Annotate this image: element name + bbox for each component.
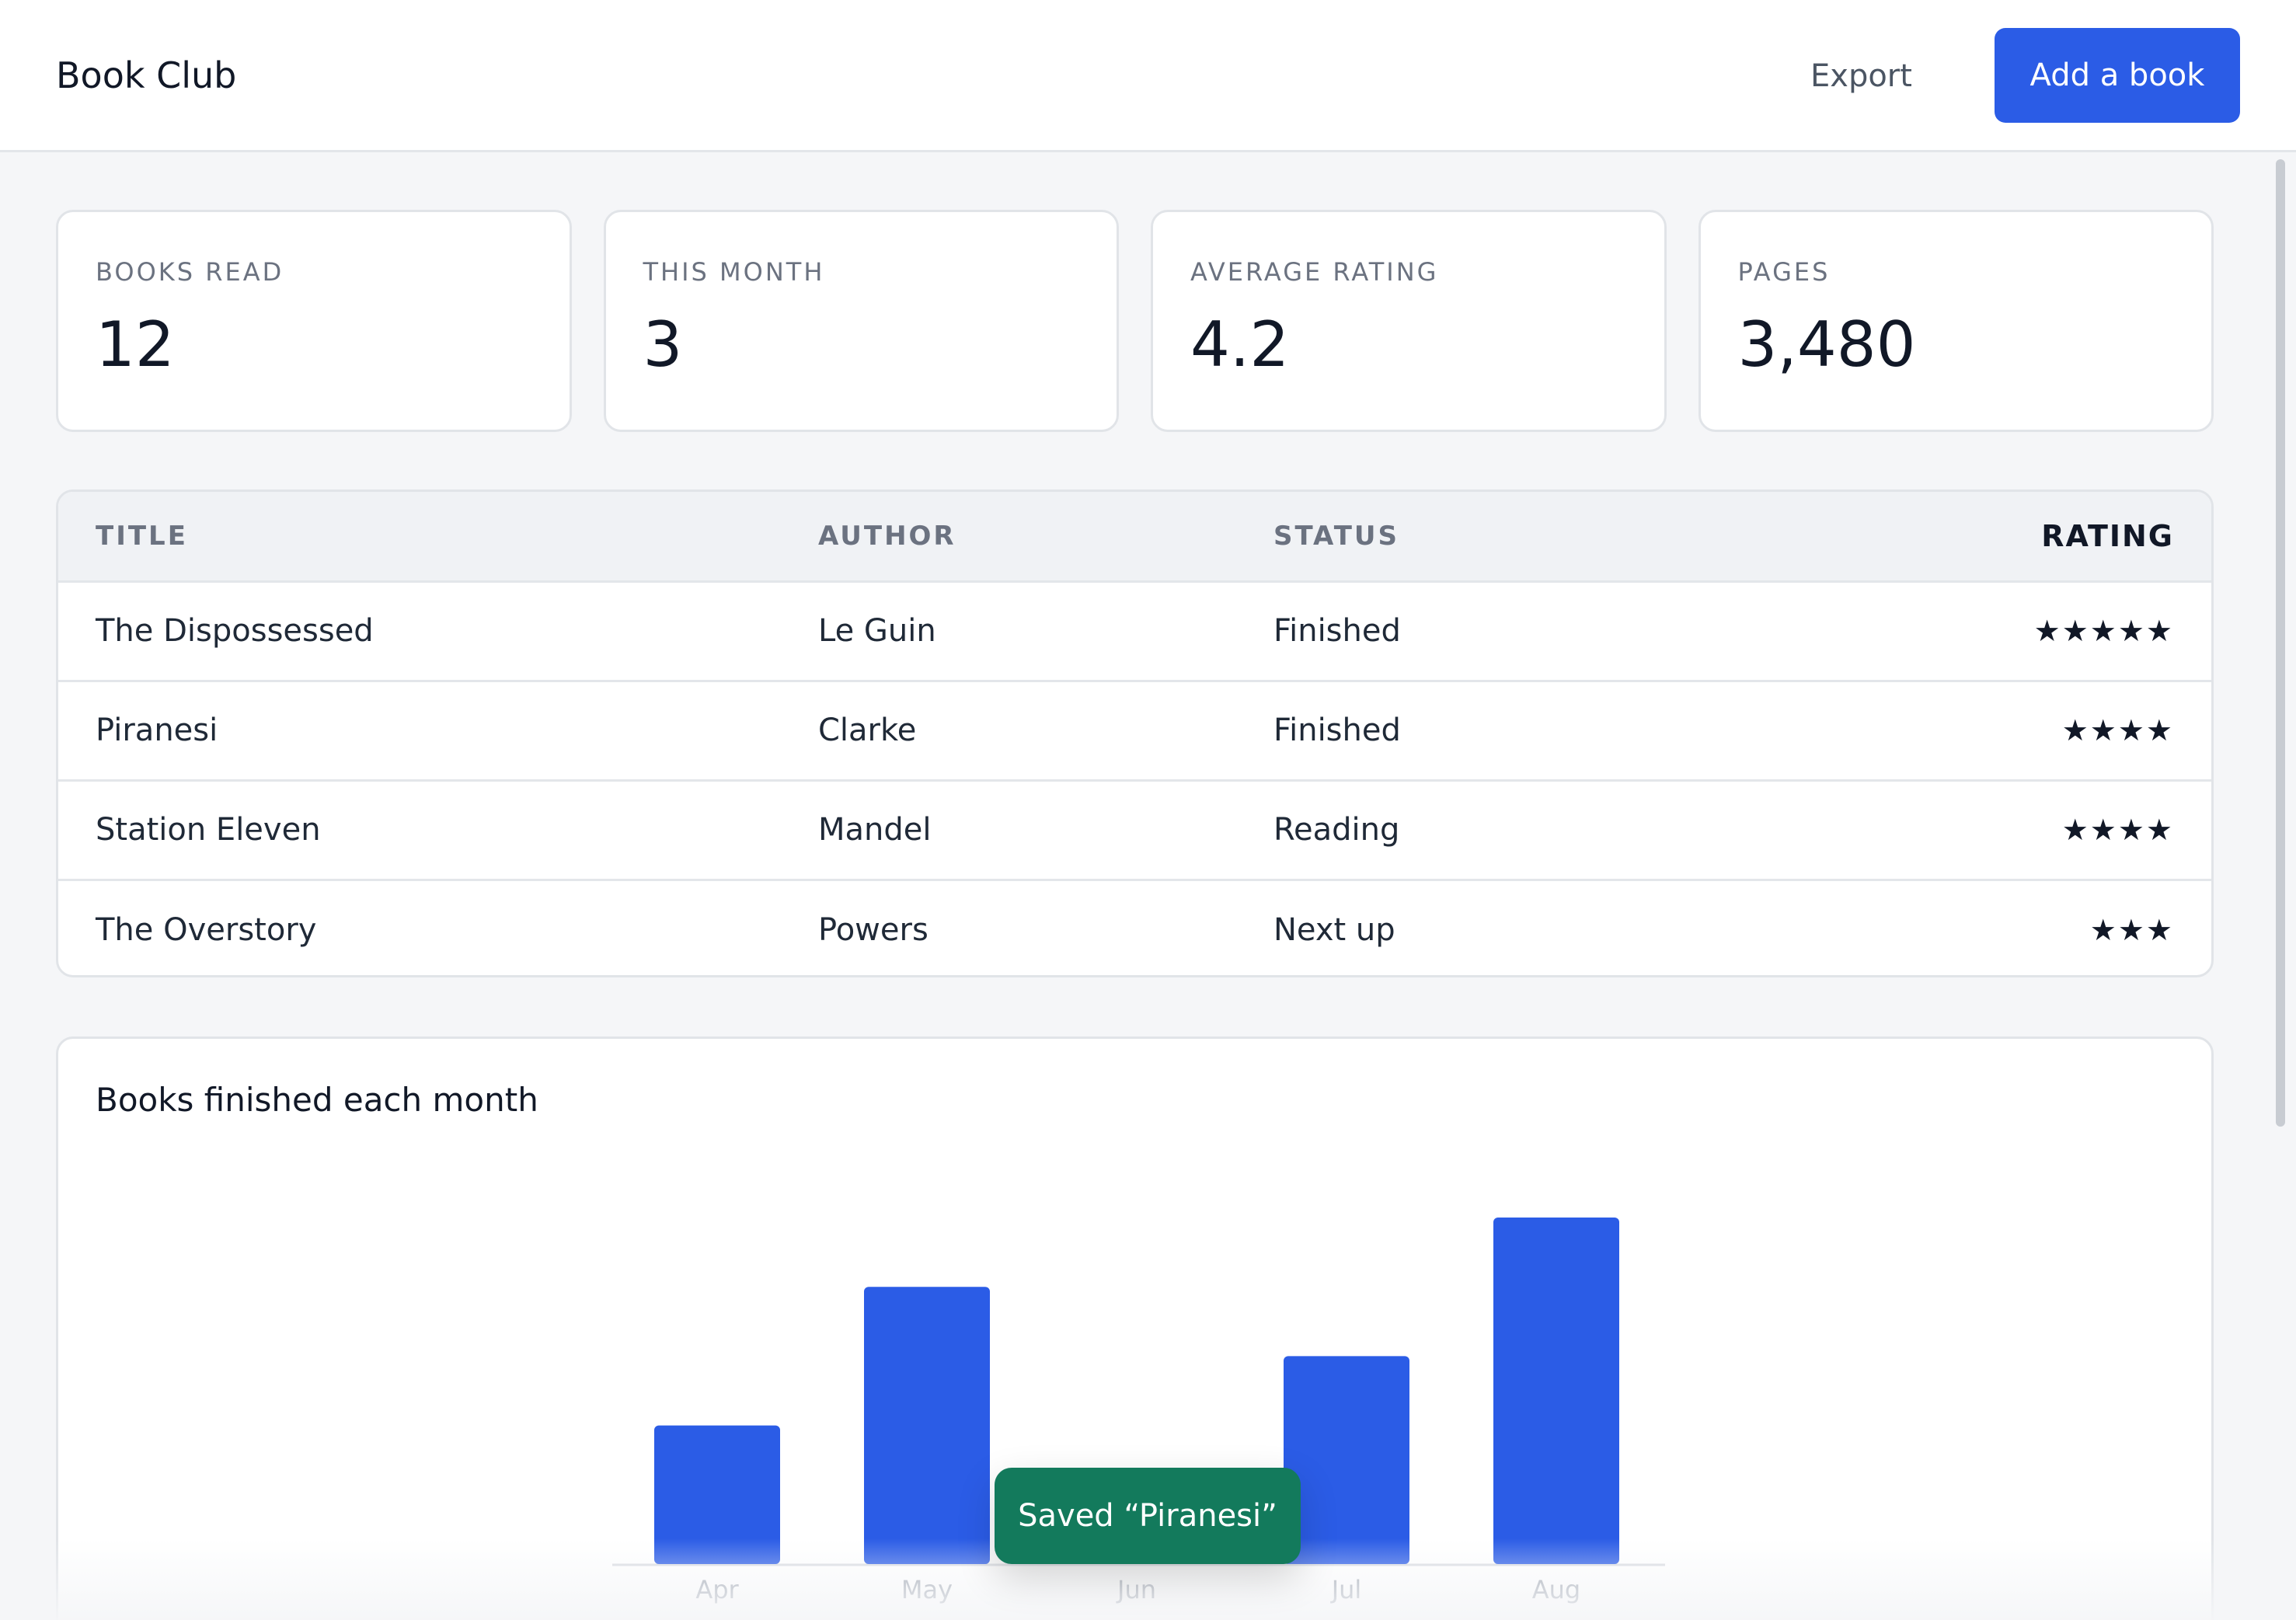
books-table-card: TITLE AUTHOR STATUS RATING The Disposses…: [56, 489, 2214, 977]
book-status: Reading: [1273, 780, 1662, 881]
app-title: Book Club: [56, 54, 237, 96]
column-header-status[interactable]: STATUS: [1273, 492, 1662, 583]
stat-value: 4.2: [1190, 308, 1290, 381]
x-tick-label: Jun: [1116, 1575, 1156, 1604]
export-button[interactable]: Export: [1810, 53, 1912, 99]
book-title: Piranesi: [58, 681, 818, 782]
table-row[interactable]: The Dispossessed Le Guin Finished ★★★★★: [58, 581, 2211, 682]
table-row[interactable]: Piranesi Clarke Finished ★★★★: [58, 681, 2211, 782]
book-author: Mandel: [818, 780, 1273, 881]
stat-label: Pages: [1737, 257, 1831, 287]
stat-value: 3,480: [1737, 308, 1916, 381]
add-book-button[interactable]: Add a book: [1995, 28, 2240, 123]
table-row[interactable]: Station Eleven Mandel Reading ★★★★: [58, 780, 2211, 881]
x-tick-label: Apr: [695, 1575, 739, 1604]
stats-row: Books read 12 This month 3 Average ratin…: [56, 210, 2214, 432]
x-tick-label: May: [901, 1575, 953, 1604]
book-title: Station Eleven: [58, 780, 818, 881]
stat-label: Average rating: [1190, 257, 1439, 287]
table-header-row: TITLE AUTHOR STATUS RATING: [58, 492, 2211, 583]
chart-title: Books finished each month: [96, 1081, 538, 1119]
page-scrollbar[interactable]: [2276, 159, 2285, 1127]
stat-card-average-rating: Average rating 4.2: [1151, 210, 1667, 432]
x-tick-label: Aug: [1532, 1575, 1580, 1604]
stat-card-this-month: This month 3: [603, 210, 1119, 432]
stat-value: 12: [96, 308, 175, 381]
book-author: Le Guin: [818, 581, 1273, 682]
column-header-author[interactable]: AUTHOR: [818, 492, 1273, 583]
chart-bar-aug[interactable]: [1493, 1218, 1619, 1564]
book-title: The Overstory: [96, 911, 317, 948]
stat-value: 3: [643, 308, 683, 381]
book-rating-stars: ★★★: [2089, 912, 2174, 947]
chart-bar-may[interactable]: [864, 1287, 990, 1564]
book-author: Clarke: [818, 681, 1273, 782]
stat-label: This month: [643, 257, 825, 287]
stat-card-pages: Pages 3,480: [1698, 210, 2214, 432]
book-rating-stars: ★★★★★: [1662, 581, 2211, 682]
book-rating-stars: ★★★★: [1662, 681, 2211, 782]
chart-bar-apr[interactable]: [654, 1425, 780, 1564]
book-status: Finished: [1273, 681, 1662, 782]
chart-bar-jul[interactable]: [1284, 1356, 1409, 1564]
table-row[interactable]: The Overstory Powers Next up ★★★: [58, 880, 2211, 975]
book-status: Next up: [1273, 911, 1395, 948]
stat-label: Books read: [96, 257, 284, 287]
column-header-title[interactable]: TITLE: [58, 492, 818, 583]
books-table: TITLE AUTHOR STATUS RATING The Disposses…: [58, 492, 2211, 975]
top-bar: Book Club Export Add a book: [0, 0, 2296, 152]
book-rating-stars: ★★★★: [1662, 780, 2211, 881]
column-header-rating[interactable]: RATING: [1662, 492, 2211, 583]
stat-card-books-read: Books read 12: [56, 210, 572, 432]
saved-toast: Saved “Piranesi”: [995, 1468, 1301, 1564]
book-author: Powers: [818, 911, 929, 948]
book-title: The Dispossessed: [58, 581, 818, 682]
book-status: Finished: [1273, 581, 1662, 682]
x-tick-label: Jul: [1330, 1575, 1362, 1604]
